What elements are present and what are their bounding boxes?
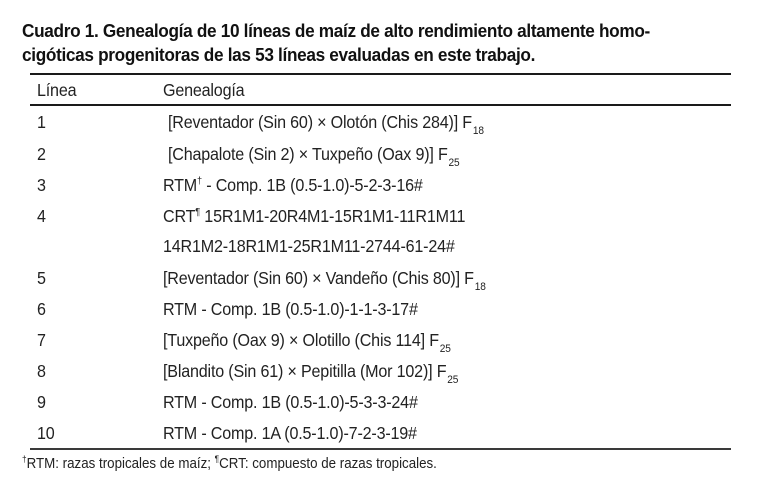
table-caption: Cuadro 1. Genealogía de 10 líneas de maí…	[22, 19, 692, 67]
footnote-text-crt: CRT: compuesto de razas tropicales.	[219, 456, 437, 472]
cell-line: 6	[37, 299, 46, 319]
table-row: 2 [Chapalote (Sin 2) × Tuxpeño (Oax 9)] …	[0, 139, 758, 169]
cell-line: 8	[37, 361, 46, 381]
cell-genealogy: [Blandito (Sin 61) × Pepitilla (Mor 102)…	[163, 356, 458, 389]
cell-line: 3	[37, 175, 46, 195]
footnote-marker-dagger: †	[22, 454, 27, 464]
cell-genealogy: RTM - Comp. 1B (0.5-1.0)-1-1-3-17#	[163, 299, 418, 319]
footnote-marker-pilcrow: ¶	[195, 207, 201, 218]
table-header-rule	[30, 104, 731, 106]
table-row: 5 [Reventador (Sin 60) × Vandeño (Chis 8…	[0, 263, 758, 293]
footnote-marker-pilcrow: ¶	[214, 454, 220, 464]
cell-genealogy: [Reventador (Sin 60) × Vandeño (Chis 80)…	[163, 263, 486, 296]
cell-line: 5	[37, 268, 46, 288]
cell-genealogy-continuation: 14R1M2-18R1M1-25R1M11-2744-61-24#	[163, 236, 455, 256]
cell-line: 2	[37, 144, 46, 164]
table-bottom-rule	[30, 448, 731, 450]
cell-line: 10	[37, 423, 55, 443]
table-row: 4 CRT¶ 15R1M1-20R4M1-15R1M1-11R1M11	[0, 201, 758, 231]
generation-subscript: 25	[439, 343, 451, 355]
genealogy-text: [Reventador (Sin 60) × Olotón (Chis 284)…	[168, 112, 472, 132]
generation-subscript: 25	[447, 374, 459, 386]
cell-genealogy: RTM - Comp. 1B (0.5-1.0)-5-3-3-24#	[163, 392, 418, 412]
cell-genealogy: RTM - Comp. 1A (0.5-1.0)-7-2-3-19#	[163, 423, 417, 443]
table-top-rule	[30, 73, 731, 75]
table-row: 9 RTM - Comp. 1B (0.5-1.0)-5-3-3-24#	[0, 387, 758, 417]
generation-subscript: 25	[448, 157, 460, 169]
genealogy-text: [Chapalote (Sin 2) × Tuxpeño (Oax 9)] F	[168, 144, 448, 164]
generation-subscript: 18	[474, 281, 486, 293]
genealogy-text: 15R1M1-20R4M1-15R1M1-11R1M11	[200, 206, 466, 226]
table-row: 8 [Blandito (Sin 61) × Pepitilla (Mor 10…	[0, 356, 758, 386]
cell-genealogy: RTM† - Comp. 1B (0.5-1.0)-5-2-3-16#	[163, 170, 423, 204]
footnote-text-rtm: RTM: razas tropicales de maíz;	[26, 456, 215, 472]
header-genealogy: Genealogía	[163, 80, 245, 100]
table-header-row: Línea Genealogía	[0, 75, 758, 105]
table-row-continuation: 14R1M2-18R1M1-25R1M11-2744-61-24#	[0, 231, 758, 261]
table-row: 6 RTM - Comp. 1B (0.5-1.0)-1-1-3-17#	[0, 294, 758, 324]
table-row: 1 [Reventador (Sin 60) × Olotón (Chis 28…	[0, 107, 758, 137]
caption-line-2: cigóticas progenitoras de las 53 líneas …	[22, 44, 536, 65]
generation-subscript: 18	[472, 125, 484, 137]
cell-line: 9	[37, 392, 46, 412]
cell-genealogy: CRT¶ 15R1M1-20R4M1-15R1M1-11R1M11	[163, 201, 465, 235]
cell-line: 7	[37, 330, 46, 350]
header-line: Línea	[37, 80, 77, 100]
genealogy-prefix: RTM	[163, 175, 198, 195]
cell-line: 1	[37, 112, 46, 132]
cell-line: 4	[37, 206, 46, 226]
footnote-marker-dagger: †	[197, 176, 202, 187]
cell-genealogy: [Chapalote (Sin 2) × Tuxpeño (Oax 9)] F2…	[168, 139, 460, 172]
genealogy-text: [Reventador (Sin 60) × Vandeño (Chis 80)…	[163, 268, 474, 288]
cell-genealogy: [Reventador (Sin 60) × Olotón (Chis 284)…	[168, 107, 484, 140]
genealogy-text: - Comp. 1B (0.5-1.0)-5-2-3-16#	[201, 175, 423, 195]
table-row: 3 RTM† - Comp. 1B (0.5-1.0)-5-2-3-16#	[0, 170, 758, 200]
table-row: 7 [Tuxpeño (Oax 9) × Olotillo (Chis 114]…	[0, 325, 758, 355]
table-row: 10 RTM - Comp. 1A (0.5-1.0)-7-2-3-19#	[0, 418, 758, 448]
genealogy-prefix: CRT	[163, 206, 196, 226]
genealogy-text: [Tuxpeño (Oax 9) × Olotillo (Chis 114] F	[163, 330, 439, 350]
cell-genealogy: [Tuxpeño (Oax 9) × Olotillo (Chis 114] F…	[163, 325, 451, 358]
table-footnote: †RTM: razas tropicales de maíz; ¶CRT: co…	[22, 454, 437, 475]
genealogy-text: [Blandito (Sin 61) × Pepitilla (Mor 102)…	[163, 361, 447, 381]
caption-line-1: Cuadro 1. Genealogía de 10 líneas de maí…	[22, 20, 650, 41]
